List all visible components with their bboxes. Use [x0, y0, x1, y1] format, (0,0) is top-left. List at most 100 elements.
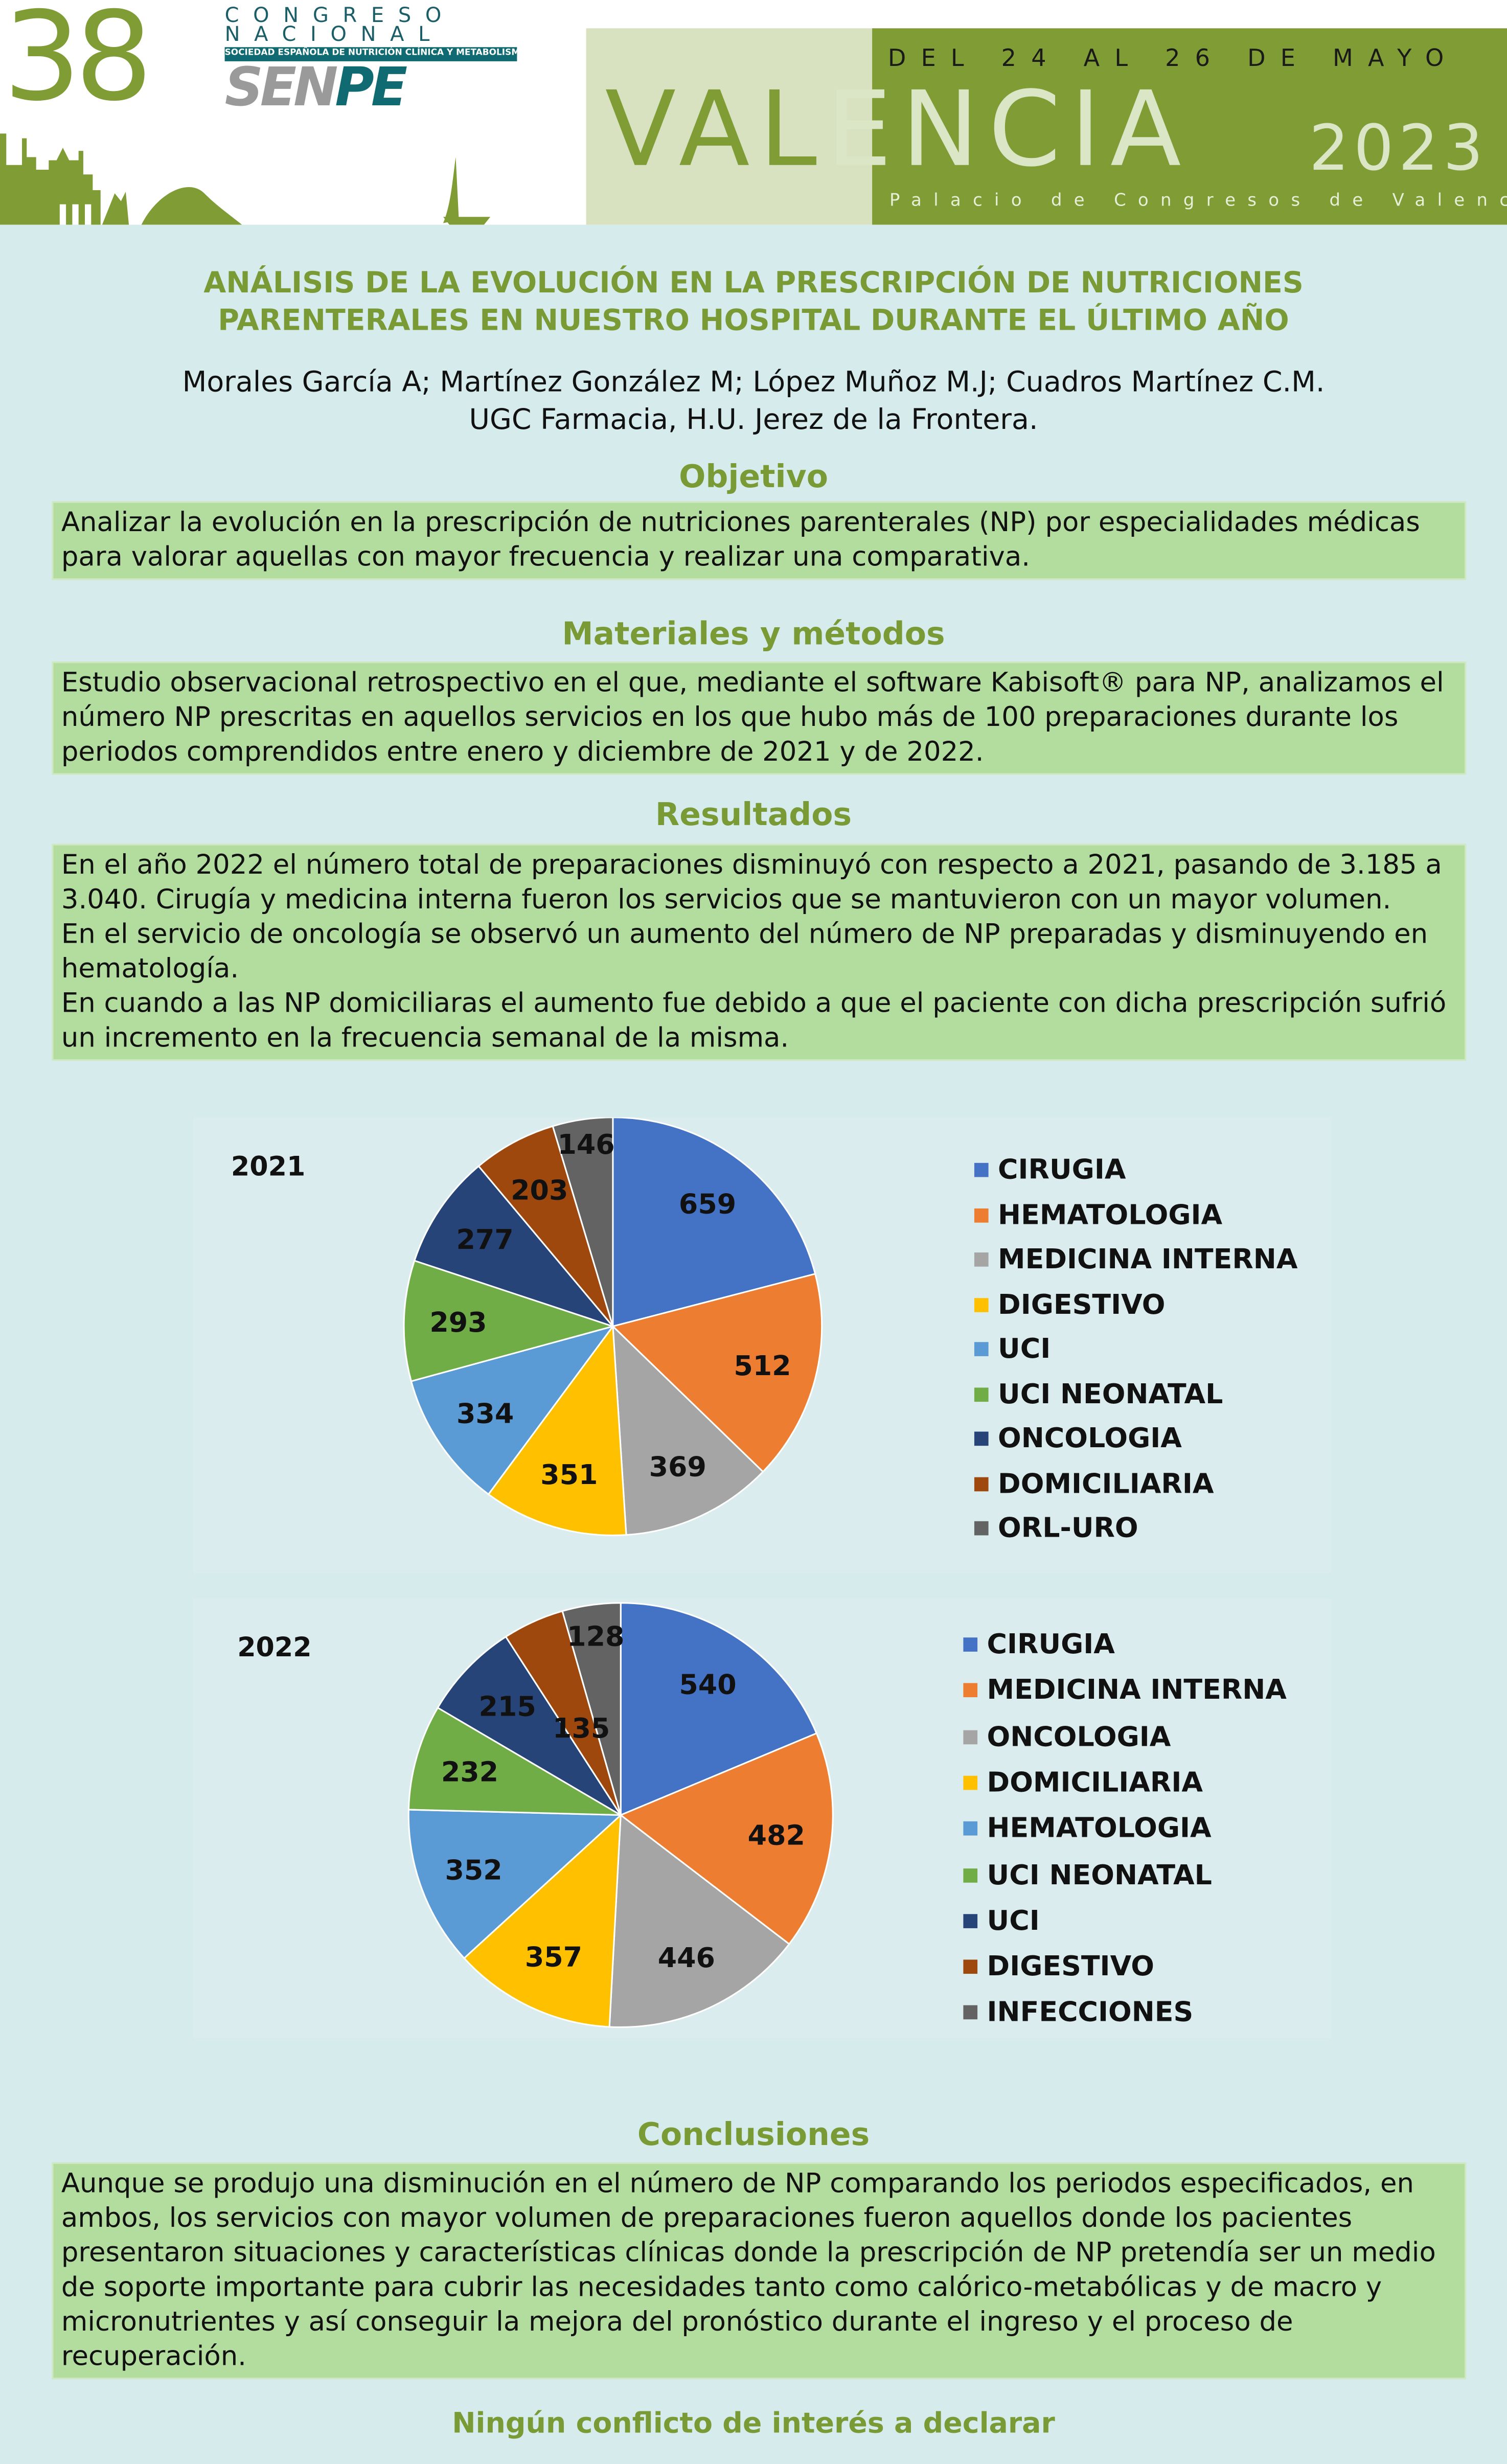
pie-slice-orl-uro	[552, 1117, 614, 1327]
legend-swatch	[974, 1476, 989, 1491]
objetivo-text: Analizar la evolución en la prescripción…	[52, 501, 1467, 580]
congress-year: 2023	[1309, 113, 1488, 186]
logo-sen: SEN	[224, 56, 338, 120]
legend-swatch	[974, 1521, 989, 1536]
congreso-line1: CONGRESO	[224, 5, 456, 29]
legend-item: CIRUGIA	[963, 1630, 1115, 1661]
legend-label: DOMICILIARIA	[998, 1468, 1214, 1500]
heading-conclusiones: Conclusiones	[637, 2115, 870, 2153]
legend-item: HEMATOLOGIA	[974, 1200, 1222, 1231]
legend-swatch	[974, 1207, 989, 1222]
legend-item: DOMICILIARIA	[974, 1469, 1214, 1500]
legend-swatch	[963, 1821, 978, 1836]
data-label: 540	[679, 1668, 736, 1700]
pie-slice-medicina-interna	[612, 1324, 764, 1536]
congreso-line2: NACIONAL	[224, 24, 444, 48]
legend-label: HEMATOLOGIA	[987, 1814, 1212, 1845]
pie-slice-uci	[437, 1635, 622, 1816]
heading-resultados: Resultados	[655, 795, 852, 833]
legend-swatch	[963, 1637, 978, 1652]
legend-label: UCI	[998, 1334, 1051, 1366]
legend-label: DIGESTIVO	[987, 1952, 1155, 1983]
legend-swatch	[974, 1342, 989, 1356]
legend-item: UCI NEONATAL	[963, 1860, 1212, 1891]
legend-label: CIRUGIA	[998, 1155, 1126, 1187]
data-label: 277	[456, 1223, 513, 1256]
resultados-paragraph: En cuando a las NP domiciliaras el aumen…	[61, 988, 1447, 1055]
legend-label: UCI NEONATAL	[987, 1860, 1212, 1891]
legend-item: MEDICINA INTERNA	[974, 1245, 1297, 1276]
legend-swatch	[963, 1775, 978, 1790]
legend-item: UCI NEONATAL	[974, 1379, 1223, 1410]
legend-label: ORL-URO	[998, 1513, 1138, 1545]
chart-title: 2022	[237, 1632, 312, 1664]
legend-item: HEMATOLOGIA	[963, 1814, 1212, 1845]
author-names: Morales García A; Martínez González M; L…	[182, 366, 1325, 399]
legend-label: HEMATOLOGIA	[998, 1200, 1223, 1231]
legend-item: UCI	[963, 1906, 1040, 1937]
valencia-skyline-icon	[0, 133, 491, 225]
legend-swatch	[963, 1959, 978, 1974]
legend-swatch	[974, 1297, 989, 1312]
legend-label: MEDICINA INTERNA	[987, 1675, 1287, 1707]
legend-label: DIGESTIVO	[998, 1289, 1166, 1321]
resultados-paragraph: En el año 2022 el número total de prepar…	[61, 850, 1442, 917]
pie-slice-digestivo	[487, 1324, 627, 1536]
pie-slice-cirugia	[620, 1602, 818, 1816]
legend-swatch	[974, 1252, 989, 1267]
pie-slice-infecciones	[561, 1602, 622, 1816]
data-label: 334	[456, 1398, 514, 1430]
title-line1: ANÁLISIS DE LA EVOLUCIÓN EN LA PRESCRIPC…	[203, 267, 1304, 301]
data-label: 351	[540, 1458, 598, 1491]
data-label: 659	[679, 1188, 736, 1220]
legend-swatch	[974, 1162, 989, 1177]
data-label: 357	[525, 1941, 582, 1973]
pie-slice-uci-neonatal	[403, 1260, 616, 1382]
legend-swatch	[963, 1913, 978, 1928]
legend-item: UCI	[974, 1334, 1051, 1365]
resultados-paragraph: En el servicio de oncología se observó u…	[61, 919, 1428, 986]
legend-label: INFECCIONES	[987, 1998, 1194, 2029]
poster-title: ANÁLISIS DE LA EVOLUCIÓN EN LA PRESCRIPC…	[0, 266, 1507, 339]
data-label: 446	[658, 1942, 715, 1974]
legend-label: UCI NEONATAL	[998, 1379, 1223, 1411]
data-label: 512	[734, 1350, 791, 1382]
title-line2: PARENTERALES EN NUESTRO HOSPITAL DURANTE…	[218, 304, 1289, 337]
data-label: 352	[445, 1854, 502, 1886]
legend-label: ONCOLOGIA	[987, 1721, 1171, 1753]
data-label: 369	[649, 1451, 706, 1483]
pie-slice-uci-neonatal	[407, 1706, 622, 1816]
data-label: 203	[511, 1174, 568, 1206]
city-part2: ENCIA	[826, 69, 1191, 190]
data-label: 146	[557, 1128, 614, 1160]
pie-slice-domiciliaria	[477, 1125, 614, 1327]
legend-swatch	[963, 1729, 978, 1744]
logo-pe: PE	[335, 56, 407, 120]
data-label: 128	[567, 1621, 624, 1653]
city-part1: VAL	[605, 69, 827, 190]
legend-item: ONCOLOGIA	[974, 1424, 1182, 1455]
pie-slice-medicina-interna	[619, 1732, 834, 1946]
pie-slice-oncologia	[608, 1813, 790, 2028]
legend-label: DOMICILIARIA	[987, 1768, 1203, 1799]
senpe-logo: SENPE	[224, 56, 408, 120]
legend-item: DIGESTIVO	[963, 1952, 1154, 1983]
pie-chart-2021: 2021 659 512 369 351 334 293 277 203 146 CIRUGIA…	[193, 1117, 1331, 1573]
heading-metodos: Materiales y métodos	[562, 614, 945, 652]
chart-title: 2021	[231, 1152, 306, 1183]
society-name: SOCIEDAD ESPAÑOLA DE NUTRICIÓN CLÍNICA Y…	[224, 47, 517, 61]
banner-dark-panel	[872, 28, 1507, 225]
data-label: 232	[441, 1756, 498, 1788]
legend-item: ORL-URO	[974, 1513, 1138, 1545]
data-label: 215	[478, 1690, 536, 1722]
congress-dates: DEL 24 AL 26 DE MAYO	[887, 44, 1459, 73]
legend-item: MEDICINA INTERNA	[963, 1676, 1287, 1707]
resultados-text: En el año 2022 el número total de prepar…	[52, 843, 1467, 1061]
legend-item: ONCOLOGIA	[963, 1722, 1171, 1753]
affiliation: UGC Farmacia, H.U. Jerez de la Frontera.	[469, 403, 1038, 437]
pie-slice-cirugia	[612, 1117, 816, 1328]
pie-slice-domiciliaria	[463, 1813, 622, 2028]
pie-slice-oncologia	[413, 1165, 615, 1328]
legend-swatch	[963, 2005, 978, 2020]
metodos-text: Estudio observacional retrospectivo en e…	[52, 661, 1467, 775]
